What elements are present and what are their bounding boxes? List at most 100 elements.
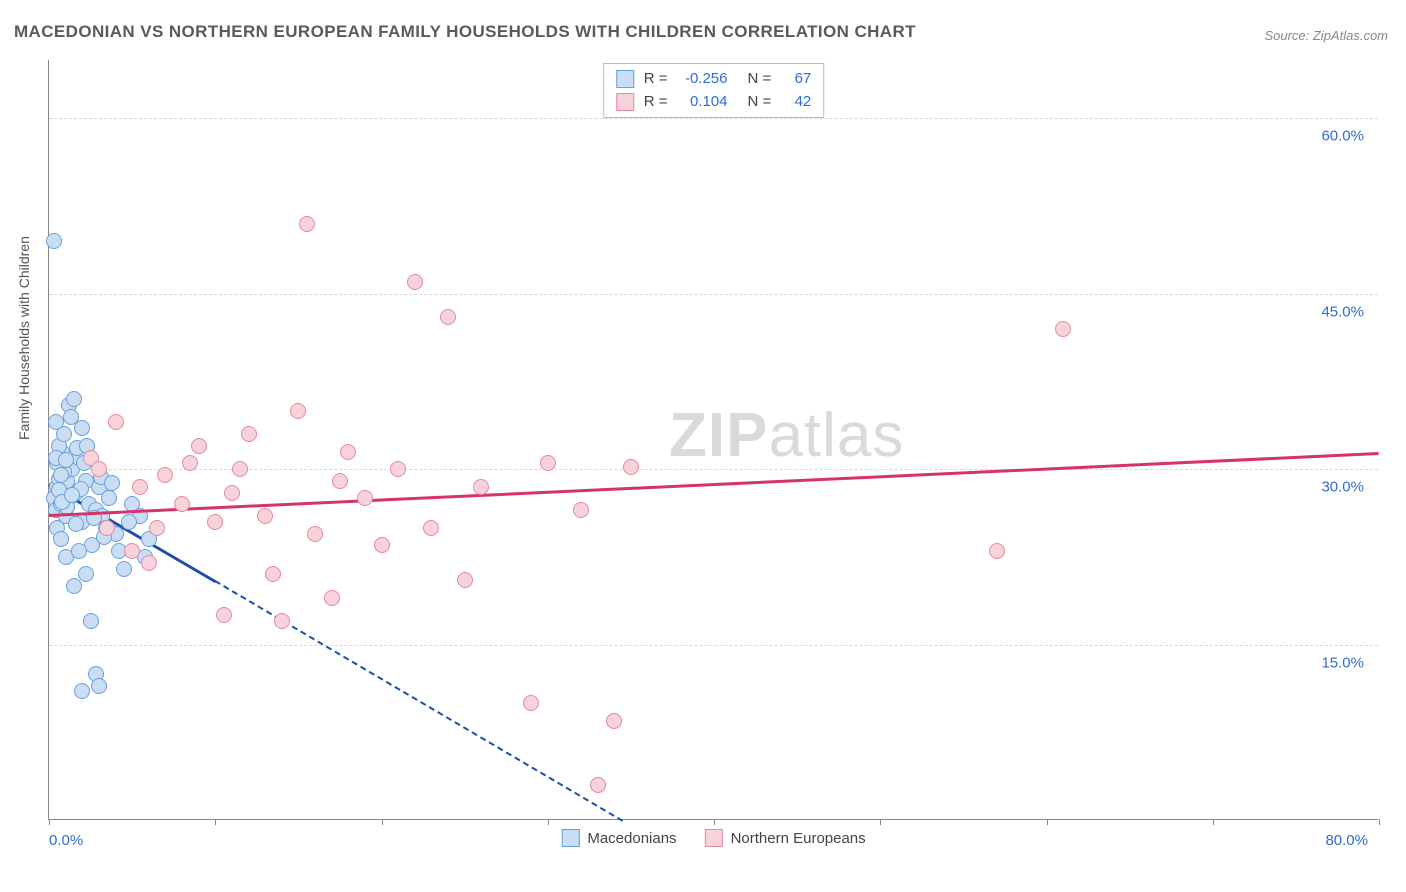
x-tick <box>1213 819 1214 825</box>
scatter-point <box>53 531 69 547</box>
stat-n-value: 42 <box>781 91 811 114</box>
stat-r-label: R = <box>644 91 668 114</box>
scatter-point <box>66 578 82 594</box>
x-tick <box>1379 819 1380 825</box>
y-tick-label: 60.0% <box>1321 128 1364 145</box>
scatter-point <box>241 426 257 442</box>
scatter-point <box>74 683 90 699</box>
scatter-point <box>590 777 606 793</box>
scatter-point <box>71 543 87 559</box>
legend-series-item: Macedonians <box>561 829 676 847</box>
scatter-point <box>374 537 390 553</box>
gridline <box>49 294 1378 295</box>
gridline <box>49 645 1378 646</box>
chart-container: MACEDONIAN VS NORTHERN EUROPEAN FAMILY H… <box>0 0 1406 892</box>
stat-n-label: N = <box>748 68 772 91</box>
scatter-point <box>274 613 290 629</box>
scatter-point <box>1055 321 1071 337</box>
scatter-point <box>324 590 340 606</box>
x-tick <box>1047 819 1048 825</box>
scatter-point <box>307 526 323 542</box>
legend-swatch <box>705 829 723 847</box>
scatter-point <box>101 490 117 506</box>
y-axis-title: Family Households with Children <box>16 236 32 440</box>
stat-r-value: -0.256 <box>678 68 728 91</box>
scatter-point <box>121 514 137 530</box>
scatter-point <box>124 543 140 559</box>
scatter-point <box>74 420 90 436</box>
watermark-zip: ZIP <box>669 401 768 470</box>
scatter-point <box>232 461 248 477</box>
scatter-point <box>63 409 79 425</box>
gridline <box>49 469 1378 470</box>
legend-swatch <box>616 93 634 111</box>
legend-series-label: Northern Europeans <box>731 830 866 847</box>
x-tick <box>880 819 881 825</box>
scatter-point <box>390 461 406 477</box>
scatter-point <box>174 496 190 512</box>
x-tick-label: 80.0% <box>1325 832 1368 849</box>
scatter-point <box>132 479 148 495</box>
scatter-point <box>540 455 556 471</box>
scatter-point <box>265 566 281 582</box>
legend-swatch <box>561 829 579 847</box>
chart-source: Source: ZipAtlas.com <box>1264 28 1388 43</box>
legend-stats-row: R =0.104N =42 <box>616 91 812 114</box>
scatter-point <box>149 520 165 536</box>
scatter-point <box>116 561 132 577</box>
scatter-point <box>66 391 82 407</box>
scatter-point <box>523 695 539 711</box>
scatter-point <box>64 487 80 503</box>
scatter-point <box>207 514 223 530</box>
scatter-point <box>257 508 273 524</box>
x-tick <box>49 819 50 825</box>
stat-n-value: 67 <box>781 68 811 91</box>
scatter-point <box>216 607 232 623</box>
legend-series-label: Macedonians <box>587 830 676 847</box>
y-tick-label: 45.0% <box>1321 303 1364 320</box>
scatter-point <box>332 473 348 489</box>
y-tick-label: 15.0% <box>1321 654 1364 671</box>
y-tick-label: 30.0% <box>1321 479 1364 496</box>
scatter-point <box>573 502 589 518</box>
scatter-point <box>46 233 62 249</box>
scatter-point <box>340 444 356 460</box>
scatter-point <box>53 467 69 483</box>
scatter-point <box>357 490 373 506</box>
y-axis-title-text: Family Households with Children <box>16 236 32 440</box>
x-tick <box>714 819 715 825</box>
scatter-point <box>606 713 622 729</box>
scatter-point <box>989 543 1005 559</box>
stat-n-label: N = <box>748 91 772 114</box>
legend-swatch <box>616 70 634 88</box>
stat-r-label: R = <box>644 68 668 91</box>
scatter-point <box>48 414 64 430</box>
scatter-point <box>104 475 120 491</box>
scatter-point <box>191 438 207 454</box>
legend-stats-row: R = -0.256 N = 67 <box>616 68 812 91</box>
scatter-point <box>623 459 639 475</box>
scatter-point <box>473 479 489 495</box>
legend-stats: R =-0.256N =67R =0.104N =42 <box>603 63 825 118</box>
x-tick <box>548 819 549 825</box>
scatter-point <box>108 414 124 430</box>
scatter-point <box>91 461 107 477</box>
scatter-point <box>423 520 439 536</box>
gridline <box>49 118 1378 119</box>
x-tick <box>382 819 383 825</box>
scatter-point <box>99 520 115 536</box>
scatter-point <box>91 678 107 694</box>
trend-line <box>49 452 1379 516</box>
scatter-point <box>83 613 99 629</box>
watermark: ZIPatlas <box>669 400 904 471</box>
scatter-point <box>224 485 240 501</box>
legend-series: Macedonians Northern Europeans <box>561 829 865 847</box>
scatter-point <box>182 455 198 471</box>
plot-area: ZIPatlas 15.0%30.0%45.0%60.0%0.0%80.0%R … <box>48 60 1378 820</box>
scatter-point <box>141 555 157 571</box>
scatter-point <box>407 274 423 290</box>
scatter-point <box>440 309 456 325</box>
x-tick <box>215 819 216 825</box>
scatter-point <box>457 572 473 588</box>
scatter-point <box>58 452 74 468</box>
